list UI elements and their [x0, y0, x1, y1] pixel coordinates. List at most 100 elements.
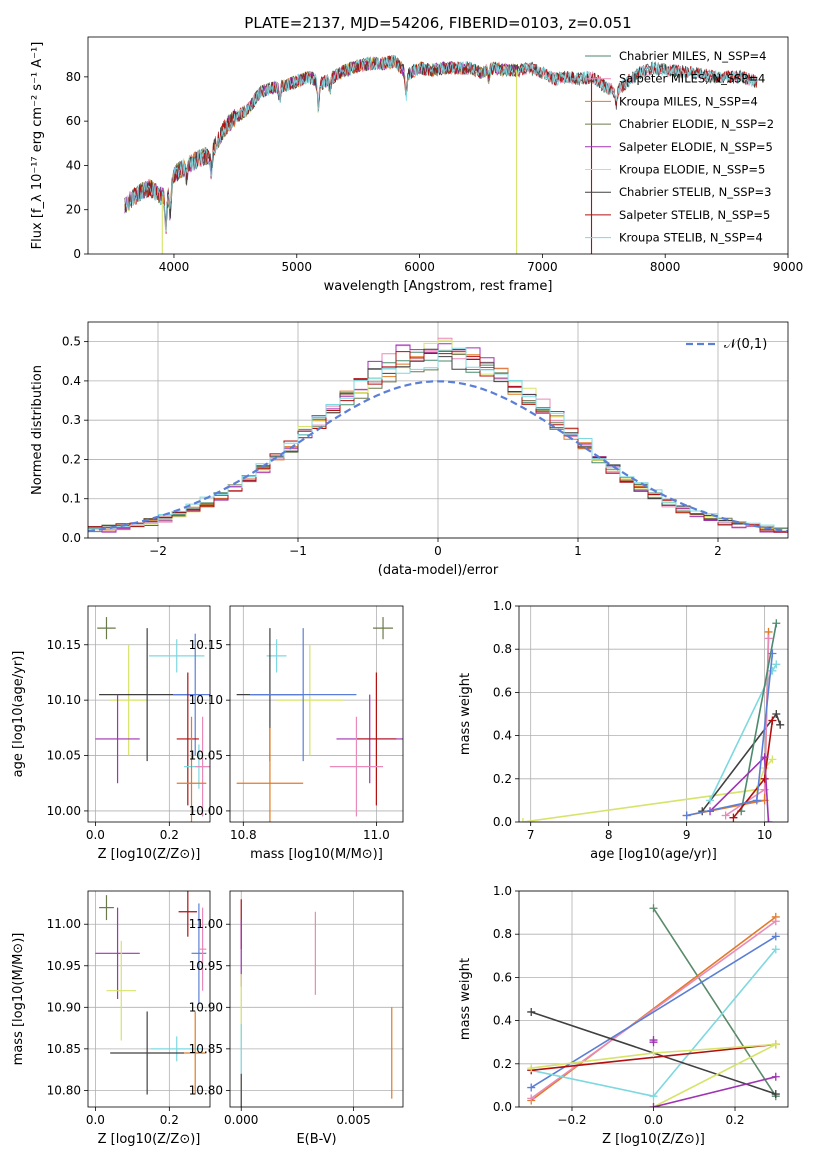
histogram-kroupa-miles — [88, 350, 788, 533]
y-tick-label: 11.00 — [47, 917, 81, 931]
x-tick-label: −2 — [149, 544, 167, 558]
panel-mass-vs-EBV: 0.000 0.005 10.80 10.85 10.90 10.95 11.00 E(B-V… — [189, 890, 404, 1147]
mass-weight-marker — [772, 619, 781, 628]
mass-weight-line — [531, 1043, 777, 1107]
y-tick-label: 10.15 — [189, 638, 223, 652]
mass-weight-marker — [764, 818, 773, 822]
errorbar-point — [184, 1011, 207, 1095]
legend-entry: Salpeter STELIB, N_SSP=5 — [619, 208, 770, 222]
y-tick-label: 10.10 — [189, 693, 223, 707]
residuals-frame — [87, 321, 789, 539]
legend-entry: Chabrier ELODIE, N_SSP=2 — [619, 117, 774, 131]
spectrum-plot-area — [124, 54, 758, 254]
y-tick-label: 10.00 — [47, 804, 81, 818]
mass-weight-marker — [519, 818, 527, 822]
y-tick-label: 0 — [73, 247, 81, 261]
massweight-vs-Z-plot-area — [527, 904, 780, 1107]
panel-massweight-vs-Z: −0.2 0.0 0.2 0.0 0.2 0.4 0.6 0.8 1.0 Z [log10(Z/Z… — [458, 884, 789, 1147]
y-tick-label: 11.00 — [189, 917, 223, 931]
y-tick-label: 0.3 — [62, 413, 81, 427]
x-tick-label: 8000 — [650, 260, 681, 274]
mass-vs-EBV-grid — [230, 891, 403, 1107]
y-tick-label: 10.80 — [189, 1083, 223, 1097]
mass-weight-marker — [649, 1038, 658, 1047]
panel-spectrum: 4000 5000 6000 7000 8000 9000 0 20 40 60 80 wavelen… — [30, 36, 803, 294]
mass-weight-marker — [527, 1094, 536, 1103]
spectrum-frame — [87, 36, 789, 255]
spectrum-y-label: Flux [f_λ 10⁻¹⁷ erg cm⁻² s⁻¹ A⁻¹] — [30, 42, 45, 250]
errorbar-point — [198, 907, 207, 991]
x-tick-label: 6000 — [404, 260, 435, 274]
y-tick-label: 0.0 — [493, 1100, 512, 1114]
y-tick-label: 10.90 — [47, 1000, 81, 1014]
mass-weight-marker — [772, 710, 781, 718]
mass-weight-line — [530, 916, 777, 1102]
x-tick-label: −1 — [289, 544, 307, 558]
y-tick-label: 0.6 — [493, 970, 512, 984]
mass-weight-marker — [649, 1103, 658, 1107]
spectrum-legend: Chabrier MILES, N_SSP=4 Salpeter MILES, N… — [585, 49, 774, 245]
y-tick-label: 0.8 — [493, 927, 512, 941]
y-tick-label: 0.0 — [493, 815, 512, 829]
legend-entry: Kroupa ELODIE, N_SSP=5 — [619, 163, 765, 177]
y-tick-label: 10.00 — [189, 804, 223, 818]
legend-entry: 𝒩(0,1) — [724, 337, 767, 352]
x-tick-label: 10.8 — [230, 828, 257, 842]
histogram-chabrier-stelib — [88, 348, 788, 534]
x-tick-label: 9 — [683, 828, 691, 842]
y-tick-label: 10.90 — [189, 1000, 223, 1014]
x-tick-label: 0.005 — [336, 1113, 370, 1127]
y-tick-label: 0.5 — [62, 335, 81, 349]
spectrum-line — [124, 55, 758, 222]
normal-curve — [88, 380, 788, 533]
age-vs-Z-x-label: Z [log10(Z/Z⊙)] — [98, 847, 201, 862]
x-tick-label: 11.0 — [363, 828, 390, 842]
age-vs-Z-frame — [87, 605, 211, 823]
legend-entry: Salpeter MILES, N_SSP=4 — [619, 72, 765, 86]
errorbar-point — [110, 1011, 185, 1095]
age-vs-mass-grid — [230, 606, 403, 822]
y-tick-label: 10.80 — [47, 1083, 81, 1097]
x-tick-label: 2 — [714, 544, 722, 558]
massweight-vs-Z-x-label: Z [log10(Z/Z⊙)] — [602, 1132, 705, 1147]
y-tick-label: 1.0 — [493, 599, 512, 613]
mass-weight-marker — [768, 716, 777, 725]
mass-weight-marker — [768, 649, 777, 658]
massweight-vs-age-x-label: age [log10(age/yr)] — [590, 847, 717, 862]
spectrum-line — [124, 55, 758, 232]
mass-weight-marker — [649, 1092, 658, 1101]
x-tick-label: 4000 — [159, 260, 190, 274]
errorbar-point — [95, 907, 140, 999]
errorbar-point — [150, 1036, 203, 1062]
panel-massweight-vs-age: 7 8 9 10 0.0 0.2 0.4 0.6 0.8 1.0 age [log10(age/yr… — [458, 599, 789, 862]
mass-weight-line — [531, 1043, 776, 1072]
mass-weight-marker — [649, 904, 658, 913]
age-vs-Z-y-label: age [log10(age/yr)] — [11, 651, 26, 778]
mass-weight-marker — [721, 811, 730, 820]
y-tick-label: 40 — [66, 158, 81, 172]
y-tick-label: 0.1 — [62, 492, 81, 506]
mass-weight-marker — [527, 1064, 536, 1073]
mass-vs-Z-plot-area — [95, 891, 207, 1095]
x-tick-label: 0.2 — [160, 828, 179, 842]
legend-entry: Chabrier MILES, N_SSP=4 — [619, 49, 766, 63]
age-vs-mass-x-label: mass [log10(M/M⊙)] — [250, 847, 383, 862]
x-tick-label: −0.2 — [557, 1113, 586, 1127]
mass-vs-Z-x-label: Z [log10(Z/Z⊙)] — [98, 1132, 201, 1147]
massweight-vs-age-frame — [518, 605, 789, 823]
mass-weight-marker — [771, 1040, 780, 1049]
massweight-vs-Z-grid — [519, 890, 788, 1108]
x-tick-label: 7000 — [527, 260, 558, 274]
mass-vs-EBV-frame — [229, 890, 404, 1108]
y-tick-label: 0.0 — [62, 531, 81, 545]
age-vs-Z-plot-area — [95, 617, 210, 822]
errorbar-point — [356, 672, 397, 806]
mass-weight-marker — [771, 1072, 780, 1081]
y-tick-label: 0.2 — [493, 772, 512, 786]
errorbar-point — [97, 617, 116, 640]
residuals-plot-area — [88, 337, 788, 535]
y-tick-label: 10.85 — [189, 1042, 223, 1056]
errorbar-point — [106, 940, 137, 1041]
mass-vs-Z-y-label: mass [log10(M/M⊙)] — [11, 933, 26, 1066]
